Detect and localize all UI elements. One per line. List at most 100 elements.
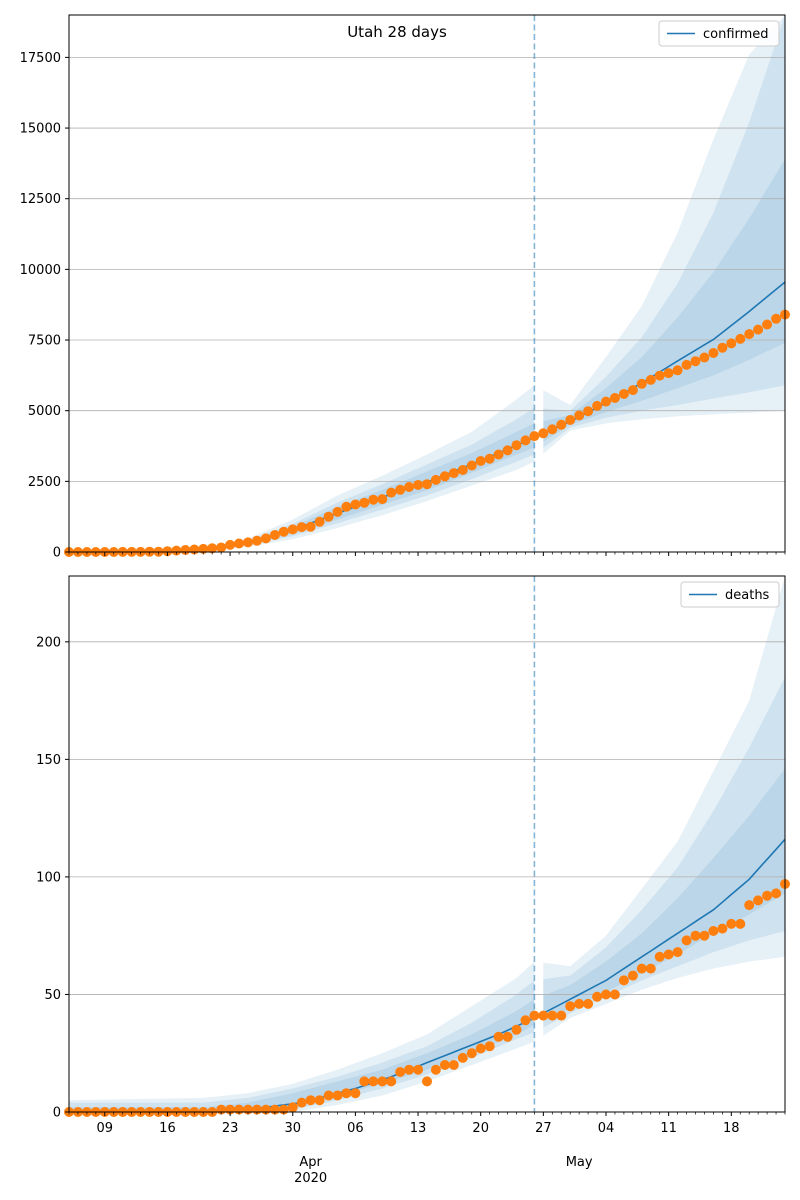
deaths-x-tick-label: 09 [97,1121,114,1136]
confirmed-y-tick-label: 10000 [20,263,61,278]
deaths-observed-point [395,1067,406,1077]
deaths-observed-point [672,947,683,958]
deaths-y-tick-label: 50 [44,988,61,1003]
confirmed-observed-point [645,374,656,385]
confirmed-observed-point [171,545,182,556]
deaths-observed-point [583,998,594,1009]
deaths-observed-point [484,1041,495,1052]
deaths-observed-point [439,1060,450,1070]
deaths-observed-point [466,1048,477,1059]
confirmed-observed-point [726,338,737,349]
deaths-observed-point [762,890,773,901]
confirmed-observed-point [368,494,379,505]
deaths-observed-point [368,1076,379,1087]
confirmed-observed-point [717,342,728,353]
deaths-observed-point [663,949,674,960]
deaths-observed-point [475,1043,486,1054]
confirmed-observed-point [744,329,755,340]
deaths-observed-point [574,998,585,1009]
confirmed-observed-point [475,456,486,466]
deaths-y-tick-label: 150 [36,753,61,768]
deaths-x-tick-label: 20 [472,1121,489,1136]
deaths-observed-point [448,1060,459,1070]
confirmed-observed-point [690,356,701,367]
confirmed-observed-point [448,468,459,479]
deaths-observed-point [717,923,728,934]
confirmed-observed-point [413,480,424,490]
deaths-observed-point [708,926,719,936]
confirmed-observed-point [162,546,173,557]
deaths-x-tick-label: 23 [222,1121,239,1136]
confirmed-band-2-forecast [543,15,785,448]
deaths-observed-point [547,1010,558,1021]
deaths-band-1-forecast [543,576,785,1036]
deaths-observed-point [601,989,611,1000]
deaths-observed-point [529,1010,540,1021]
confirmed-observed-point [386,487,397,498]
confirmed-observed-point [663,368,674,379]
deaths-legend: deaths [680,581,780,608]
deaths-band-2-forecast [543,677,785,1028]
confirmed-observed-point [654,370,665,381]
deaths-y-axis: 0 50 100 150 200 [36,635,69,1121]
confirmed-observed-point [708,348,719,358]
confirmed-observed-point [466,460,477,471]
confirmed-observed-point [547,424,558,435]
deaths-observed-point [645,963,656,974]
deaths-x-tick-label: 16 [159,1121,176,1136]
deaths-observed-point [699,930,710,941]
deaths-observed-point [377,1076,388,1087]
deaths-month-label: Apr [299,1155,322,1170]
confirmed-observed-point [627,385,638,396]
confirmed-observed-point [404,482,415,492]
confirmed-legend-box [658,20,780,47]
confirmed-observed-point [502,445,513,456]
deaths-observed-point [735,918,746,929]
confirmed-observed-point [430,474,441,485]
confirmed-observed-point [260,533,271,544]
confirmed-x-axis [68,552,786,556]
confirmed-y-tick-label: 0 [53,546,61,561]
confirmed-y-tick-label: 2500 [28,475,61,490]
deaths-observed-point [493,1031,504,1042]
deaths-observed-point [520,1015,531,1026]
deaths-observed-point [636,963,647,974]
confirmed-legend: confirmed [658,20,780,47]
confirmed-observed-point [323,511,334,522]
deaths-observed-point [350,1088,361,1099]
confirmed-observed-point [216,542,227,553]
confirmed-observed-point [305,521,316,532]
confirmed-observed-point [314,516,325,527]
confirmed-observed-point [753,324,764,335]
confirmed-observed-point [296,522,307,533]
deaths-x-tick-label: 11 [660,1121,677,1136]
confirmed-y-axis: 0 2500 5000 7500 10000 12500 15000 17500 [20,51,69,561]
confirmed-y-tick-label: 15000 [20,122,61,137]
confirmed-observed-point [636,378,647,389]
deaths-observed-point [744,900,755,911]
confirmed-observed-point [762,319,773,330]
deaths-x-tick-label: 13 [410,1121,427,1136]
confirmed-observed-point [771,313,782,324]
deaths-observed-point [430,1064,441,1075]
deaths-year-label: 2020 [294,1171,327,1186]
deaths-y-tick-label: 200 [36,635,61,650]
confirmed-observed-point [601,396,611,407]
deaths-observed-point [690,930,701,941]
confirmed-observed-point [520,435,531,446]
deaths-observed-point [296,1097,307,1108]
confirmed-observed-point [583,406,594,417]
confirmed-observed-point [592,400,603,411]
confirmed-y-tick-label: 17500 [20,51,61,66]
confirmed-observed-point [565,415,576,425]
deaths-observed-point [627,970,638,981]
confirmed-observed-point [198,543,209,554]
deaths-x-tick-label: 18 [723,1121,740,1136]
confirmed-observed-point [699,352,710,363]
confirmed-observed-point [556,419,567,430]
confirmed-observed-point [207,543,218,554]
confirmed-observed-point [618,389,629,399]
